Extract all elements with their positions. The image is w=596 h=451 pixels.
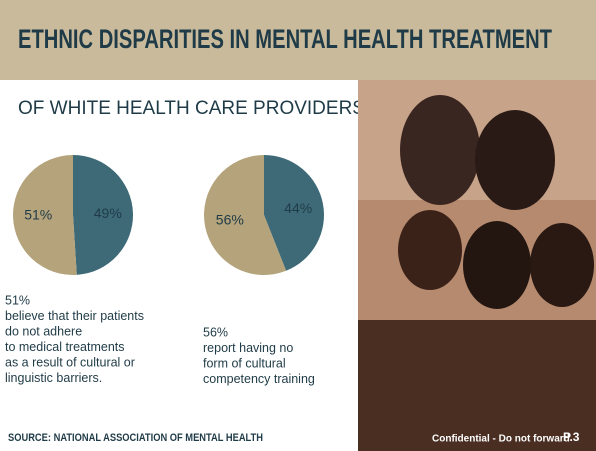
slice-label: 56% [216, 211, 244, 227]
confidential-note: Confidential - Do not forward [432, 434, 570, 445]
page-number: P.3 [563, 430, 580, 444]
caption-line: believe that their patients [5, 309, 144, 323]
caption-line: linguistic barriers. [5, 371, 102, 385]
header-band [0, 0, 596, 80]
pie-slice [73, 155, 134, 275]
caption-line: competency training [203, 372, 315, 386]
caption-line: 51% [5, 293, 30, 307]
pie-slice [264, 155, 325, 271]
caption-line: as a result of cultural or [5, 355, 135, 369]
photo-figure [400, 95, 480, 205]
slide-title: ETHNIC DISPARITIES IN MENTAL HEALTH TREA… [18, 24, 552, 54]
photo-figure [530, 223, 594, 307]
caption-line: do not adhere [5, 324, 82, 338]
caption-line: report having no [203, 341, 293, 355]
slice-label: 44% [284, 200, 312, 216]
charts: 49% 51% 44% 56% 51% believe that their patien… [5, 155, 325, 386]
photo-figure [475, 110, 555, 210]
caption-line: form of cultural [203, 356, 286, 370]
pie-slice [13, 155, 77, 275]
slice-label: 51% [24, 207, 52, 223]
subtitle: OF WHITE HEALTH CARE PROVIDERS [18, 98, 365, 119]
caption-line: 56% [203, 325, 228, 339]
pie-slice [204, 155, 287, 275]
source: SOURCE: NATIONAL ASSOCIATION OF MENTAL H… [8, 432, 263, 444]
photo-figure [398, 210, 462, 290]
photo-bodies [358, 320, 596, 451]
caption-line: to medical treatments [5, 340, 125, 354]
photo [358, 80, 596, 451]
slice-label: 49% [94, 205, 122, 221]
photo-figure [463, 221, 531, 309]
